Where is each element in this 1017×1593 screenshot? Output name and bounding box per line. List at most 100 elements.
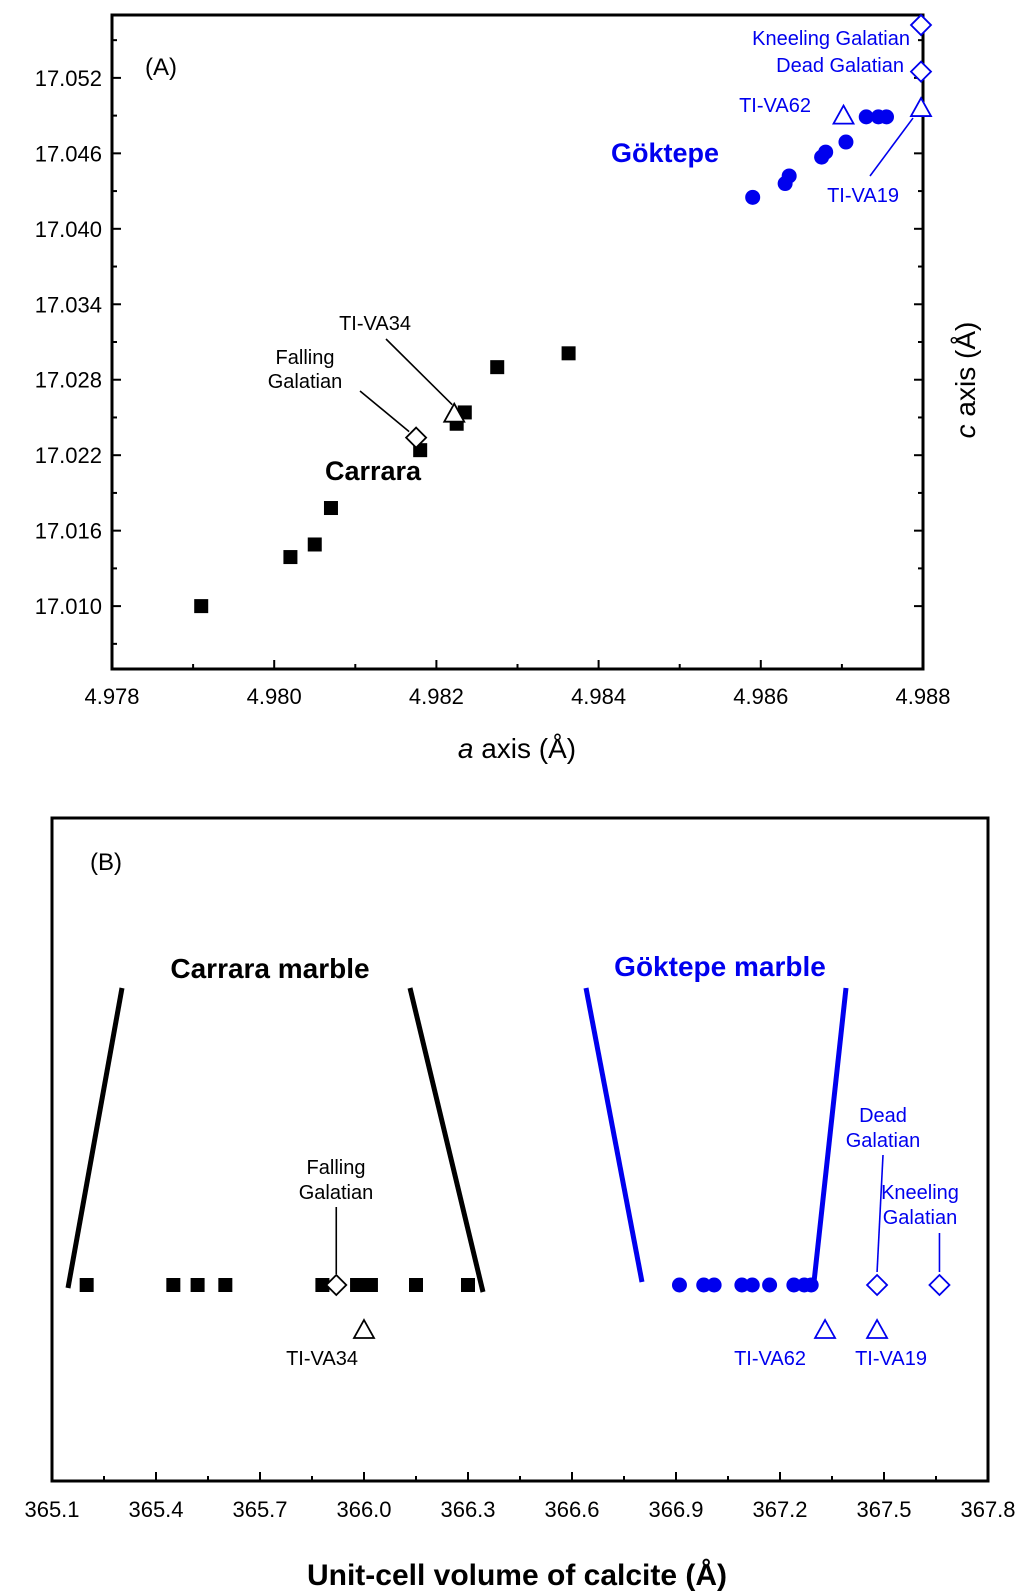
g-ktepe-point — [818, 144, 834, 160]
goktepe-group-label: Göktepe — [611, 138, 719, 168]
panel-b-x-tick-label: 365.1 — [24, 1497, 79, 1522]
b-ti-va19-marker — [865, 1318, 889, 1339]
carrara-group-label: Carrara — [325, 456, 422, 486]
panel-a-y-tick-label: 17.010 — [35, 594, 102, 619]
panel-a-y-tick-label: 17.046 — [35, 141, 102, 166]
panel-a-y-tick-label: 17.016 — [35, 519, 102, 544]
panel-a-y-tick-label: 17.022 — [35, 443, 102, 468]
g-ktepe-point — [858, 109, 874, 125]
b-falling-galatian-label-line2: Galatian — [299, 1182, 374, 1204]
carrara-marble-point — [166, 1278, 181, 1292]
panel-a-y-tick-label: 17.028 — [35, 368, 102, 393]
b-ti-va34-marker — [352, 1318, 376, 1339]
kneeling-galatian-marker — [909, 13, 933, 37]
g-ktepe-marble-point — [734, 1277, 750, 1293]
b-ti-va62-marker — [813, 1318, 837, 1339]
carrara-marble-point — [363, 1278, 378, 1292]
panel-b-x-ticks: 365.1 365.4 365.7 366.0 366.3 366.6 366.9 367.2… — [24, 1472, 1016, 1522]
kneeling-galatian-label: Kneeling Galatian — [752, 28, 910, 50]
panel-a-y-axis-label: c axis (Å) — [950, 322, 981, 439]
panel-b-x-tick-label: 365.4 — [128, 1497, 183, 1522]
b-kneeling-galatian-label-line2: Galatian — [883, 1207, 958, 1229]
ti-va62-marker — [831, 103, 856, 125]
panel-a-annotations — [359, 117, 914, 433]
dead-galatian-label: Dead Galatian — [776, 55, 904, 77]
panel-b-x-tick-label: 366.9 — [648, 1497, 703, 1522]
falling-galatian-leader — [359, 390, 410, 433]
b-ti-va62-label: TI-VA62 — [734, 1348, 806, 1370]
panel-a-x-ticks: 4.978 4.980 4.982 4.984 4.986 4.988 — [84, 660, 951, 709]
falling-galatian-marker — [404, 426, 428, 449]
carrara-point — [323, 501, 338, 516]
g-ktepe-marble-point — [671, 1277, 687, 1293]
carrara-marble-point — [190, 1278, 205, 1292]
ti-va62-label: TI-VA62 — [739, 95, 811, 117]
panel-a-x-tick-label: 4.988 — [895, 684, 950, 709]
panel-a-y-ticks: 17.010 17.016 17.022 17.028 17.034 17.040 17.0… — [35, 39, 923, 645]
g-ktepe-point — [781, 168, 797, 184]
b-dead-galatian-label-line2: Galatian — [846, 1130, 921, 1152]
panel-b-x-tick-label: 366.6 — [544, 1497, 599, 1522]
panel-b-x-tick-label: 367.5 — [856, 1497, 911, 1522]
carrara-marble-point — [218, 1278, 233, 1292]
goktepe-bracket-right — [811, 987, 849, 1283]
b-ti-va19-label: TI-VA19 — [855, 1348, 927, 1370]
panel-b-annotations — [335, 1154, 941, 1274]
panel-b-x-tick-label: 365.7 — [232, 1497, 287, 1522]
g-ktepe-marble-point — [744, 1277, 760, 1293]
carrara-point — [307, 537, 322, 552]
panel-b-marks — [79, 1273, 951, 1339]
panel-a-x-tick-label: 4.980 — [247, 684, 302, 709]
falling-galatian-label-line1: Falling — [276, 347, 335, 369]
panel-a-x-tick-label: 4.978 — [84, 684, 139, 709]
b-falling-galatian-label-line1: Falling — [307, 1157, 366, 1179]
panel-a-y-tick-label: 17.034 — [35, 292, 102, 317]
carrara-point — [283, 550, 298, 565]
carrara-marble-point — [461, 1278, 475, 1292]
panel-a-x-axis-label-italic: a — [458, 733, 474, 764]
panel-a-x-axis-label-rest: axis (Å) — [473, 733, 576, 764]
carrara-marble-point — [79, 1278, 94, 1292]
panel-a-marks — [194, 13, 933, 614]
panel-b-x-tick-label: 366.3 — [440, 1497, 495, 1522]
ti-va19-marker — [909, 96, 933, 117]
panel-b-x-tick-label: 367.8 — [960, 1497, 1015, 1522]
carrara-point — [194, 599, 209, 614]
panel-a: 4.978 4.980 4.982 4.984 4.986 4.988 17.01017.… — [35, 13, 981, 764]
panel-a-y-axis-label-rest: axis (Å) — [950, 322, 981, 425]
panel-a-y-tick-label: 17.040 — [35, 217, 102, 242]
ti-va34-marker — [442, 401, 466, 423]
panel-b-label: (B) — [90, 849, 122, 876]
panel-a-x-tick-label: 4.986 — [733, 684, 788, 709]
g-ktepe-point — [879, 109, 895, 125]
ti-va19-label: TI-VA19 — [827, 185, 899, 207]
b-kneeling-galatian-label-line1: Kneeling — [881, 1182, 959, 1204]
ti-va34-leader — [385, 338, 453, 406]
g-ktepe-point — [745, 189, 761, 205]
g-ktepe-marble-point — [786, 1277, 802, 1293]
panel-a-label: (A) — [145, 54, 177, 81]
dead-galatian-marker — [909, 60, 933, 83]
g-ktepe-marble-point — [696, 1277, 712, 1293]
carrara-marble-point — [315, 1278, 330, 1292]
b-ti-va34-label: TI-VA34 — [286, 1348, 358, 1370]
falling-galatian-label-line2: Galatian — [268, 371, 343, 393]
carrara-bracket-right — [407, 987, 486, 1293]
carrara-marble-point — [350, 1278, 365, 1292]
carrara-point — [561, 346, 576, 361]
panel-a-x-axis-label: a axis (Å) — [458, 733, 576, 764]
panel-b-x-tick-label: 367.2 — [752, 1497, 807, 1522]
panel-a-x-tick-label: 4.984 — [571, 684, 626, 709]
b-dead-galatian-leader — [876, 1154, 884, 1273]
b-kneeling-galatian-marker — [928, 1273, 951, 1297]
panel-a-y-tick-label: 17.052 — [35, 66, 102, 91]
panel-a-x-tick-label: 4.982 — [409, 684, 464, 709]
carrara-bracket-left — [65, 987, 125, 1289]
carrara-marble-label: Carrara marble — [170, 953, 369, 984]
goktepe-marble-label: Göktepe marble — [614, 951, 826, 982]
g-ktepe-marble-point — [706, 1277, 722, 1293]
b-dead-galatian-marker — [865, 1273, 889, 1297]
ti-va19-leader — [869, 117, 914, 177]
carrara-point — [490, 360, 505, 375]
